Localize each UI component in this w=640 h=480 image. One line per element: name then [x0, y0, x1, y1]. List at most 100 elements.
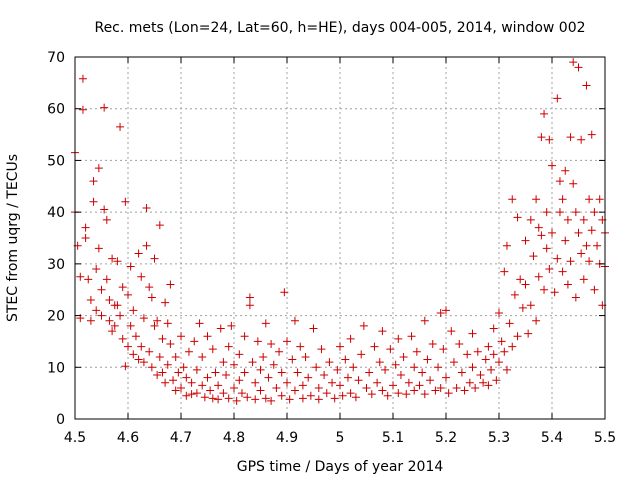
- data-point-plus-marker: [158, 334, 167, 343]
- data-point-plus-marker: [102, 215, 111, 224]
- data-point-plus-marker: [129, 350, 138, 359]
- data-point-plus-marker: [116, 311, 125, 320]
- data-point-plus-marker: [256, 386, 265, 395]
- data-point-plus-marker: [349, 363, 358, 372]
- data-point-plus-marker: [184, 347, 193, 356]
- data-point-plus-marker: [548, 228, 556, 237]
- data-point-plus-marker: [275, 347, 284, 356]
- data-point-plus-marker: [137, 272, 146, 281]
- data-point-plus-marker: [110, 321, 119, 330]
- data-point-plus-marker: [550, 288, 559, 297]
- data-point-plus-marker: [468, 329, 477, 338]
- data-point-plus-marker: [208, 345, 217, 354]
- data-point-plus-marker: [489, 350, 498, 359]
- x-tick-label: 4.5: [64, 430, 86, 446]
- data-point-plus-marker: [76, 272, 85, 281]
- data-point-plus-marker: [436, 383, 445, 392]
- data-point-plus-marker: [235, 376, 244, 385]
- data-point-plus-marker: [203, 373, 212, 382]
- data-point-plus-marker: [532, 316, 541, 325]
- data-point-plus-marker: [365, 368, 374, 377]
- data-point-plus-marker: [280, 288, 289, 297]
- data-point-plus-marker: [378, 327, 387, 336]
- data-point-plus-marker: [455, 340, 464, 349]
- data-point-plus-marker: [243, 393, 252, 402]
- data-point-plus-marker: [126, 262, 135, 271]
- data-point-plus-marker: [526, 215, 535, 224]
- data-point-plus-marker: [304, 373, 313, 382]
- data-point-plus-marker: [150, 321, 159, 330]
- data-point-plus-marker: [251, 378, 260, 387]
- data-point-plus-marker: [574, 63, 583, 72]
- data-point-plus-marker: [423, 355, 432, 364]
- data-point-plus-marker: [444, 389, 453, 398]
- data-point-plus-marker: [161, 378, 170, 387]
- data-point-plus-marker: [373, 378, 382, 387]
- data-point-plus-marker: [502, 365, 511, 374]
- data-point-plus-marker: [177, 383, 185, 392]
- data-point-plus-marker: [442, 373, 450, 382]
- data-point-plus-marker: [367, 390, 376, 399]
- data-point-plus-marker: [343, 373, 352, 382]
- data-point-plus-marker: [216, 324, 225, 333]
- data-point-plus-marker: [190, 337, 199, 346]
- data-point-plus-marker: [460, 386, 469, 395]
- data-point-plus-marker: [587, 226, 596, 235]
- data-point-plus-marker: [171, 386, 180, 395]
- data-point-plus-marker: [579, 215, 588, 224]
- data-point-plus-marker: [516, 275, 525, 284]
- data-point-plus-marker: [484, 381, 493, 390]
- data-point-plus-marker: [553, 94, 562, 103]
- data-point-plus-marker: [285, 395, 294, 404]
- x-tick-label: 4.8: [223, 430, 245, 446]
- data-point-plus-marker: [420, 390, 429, 399]
- data-point-plus-marker: [542, 208, 551, 217]
- data-point-plus-marker: [118, 283, 127, 292]
- data-point-plus-marker: [484, 342, 493, 351]
- data-point-plus-marker: [510, 290, 519, 299]
- data-point-plus-marker: [147, 363, 156, 372]
- data-point-plus-marker: [534, 272, 543, 281]
- data-point-plus-marker: [195, 319, 204, 328]
- data-point-plus-marker: [224, 394, 233, 403]
- data-point-plus-marker: [465, 378, 474, 387]
- data-point-plus-marker: [155, 221, 164, 230]
- data-point-plus-marker: [508, 342, 517, 351]
- data-point-plus-marker: [86, 296, 95, 305]
- data-point-plus-marker: [86, 316, 95, 325]
- data-point-plus-marker: [537, 133, 546, 142]
- x-axis-label: GPS time / Days of year 2014: [237, 459, 444, 475]
- data-point-plus-marker: [214, 395, 223, 404]
- data-point-plus-marker: [245, 293, 254, 302]
- data-point-plus-marker: [317, 345, 326, 354]
- data-point-plus-marker: [290, 386, 299, 395]
- data-point-plus-marker: [495, 358, 503, 367]
- data-point-plus-marker: [473, 347, 482, 356]
- data-point-plus-marker: [113, 301, 122, 310]
- data-point-plus-marker: [431, 386, 440, 395]
- data-point-plus-marker: [203, 332, 212, 341]
- data-point-plus-marker: [553, 254, 562, 263]
- data-point-plus-marker: [357, 350, 366, 359]
- data-point-plus-marker: [230, 360, 238, 369]
- data-point-plus-marker: [508, 195, 517, 204]
- data-point-plus-marker: [582, 81, 591, 90]
- data-point-plus-marker: [418, 368, 427, 377]
- data-point-plus-marker: [298, 381, 307, 390]
- data-point-plus-marker: [187, 378, 196, 387]
- data-point-plus-marker: [396, 371, 405, 380]
- data-point-plus-marker: [261, 394, 270, 403]
- data-point-plus-marker: [139, 314, 148, 323]
- data-point-plus-marker: [410, 386, 419, 395]
- data-point-plus-marker: [131, 332, 140, 341]
- data-point-plus-marker: [283, 378, 291, 387]
- data-point-plus-marker: [102, 275, 111, 284]
- data-point-plus-marker: [256, 365, 265, 374]
- data-point-plus-marker: [153, 316, 162, 325]
- data-point-plus-marker: [341, 355, 350, 364]
- data-point-plus-marker: [158, 368, 167, 377]
- data-point-plus-marker: [521, 280, 530, 289]
- data-point-plus-marker: [94, 244, 103, 253]
- data-point-plus-marker: [108, 254, 117, 263]
- data-point-plus-marker: [97, 311, 106, 320]
